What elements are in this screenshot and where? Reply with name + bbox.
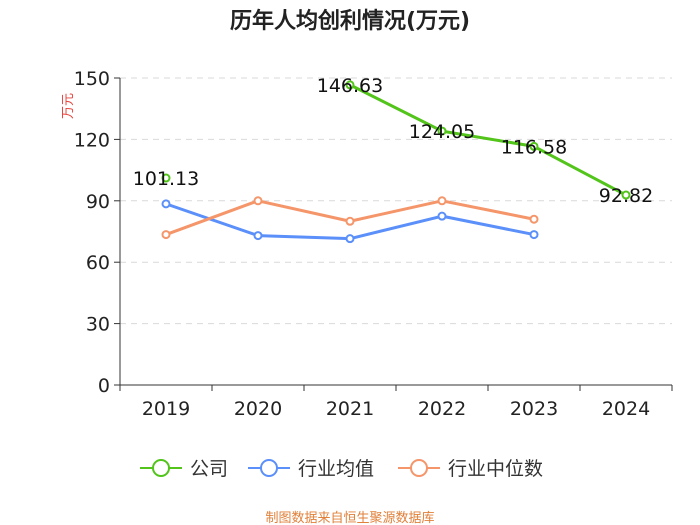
y-tick-label-30: 30 <box>86 314 110 336</box>
data-point[interactable] <box>437 126 447 136</box>
series-0 <box>161 80 631 200</box>
legend-item-2[interactable]: 行业中位数 <box>398 458 543 480</box>
y-tick-label-90: 90 <box>86 191 110 213</box>
legend-item-0[interactable]: 公司 <box>140 458 228 480</box>
legend-label: 行业中位数 <box>448 458 543 480</box>
data-labels: 101.13 146.63 124.05 116.58 92.82 <box>133 75 653 207</box>
legend-swatch-marker <box>260 459 278 477</box>
data-point[interactable] <box>437 196 447 206</box>
chart-title: 历年人均创利情况(万元) <box>230 8 470 34</box>
data-point[interactable] <box>161 199 171 209</box>
y-tick-label-120: 120 <box>74 129 110 151</box>
data-point[interactable] <box>529 214 539 224</box>
data-point[interactable] <box>161 173 171 183</box>
data-point[interactable] <box>345 216 355 226</box>
y-tick-label-60: 60 <box>86 252 110 274</box>
y-tick-label-150: 150 <box>74 68 110 90</box>
x-tick-label-2021: 2021 <box>326 398 374 420</box>
data-label: 146.63 <box>317 75 383 97</box>
legend-item-1[interactable]: 行业均值 <box>248 458 374 480</box>
source-note: 制图数据来自恒生聚源数据库 <box>265 510 434 525</box>
legend[interactable]: 公司 行业均值 行业中位数 <box>140 458 543 480</box>
y-tick-label-0: 0 <box>98 375 110 397</box>
data-point[interactable] <box>529 230 539 240</box>
data-point[interactable] <box>345 234 355 244</box>
data-point[interactable] <box>253 196 263 206</box>
series-2 <box>161 196 539 240</box>
x-tick-label-2022: 2022 <box>418 398 466 420</box>
data-point[interactable] <box>253 231 263 241</box>
y-axis-label: 万元 <box>61 93 76 119</box>
data-point[interactable] <box>621 190 631 200</box>
series-line <box>349 83 627 197</box>
gridlines <box>120 77 672 325</box>
legend-label: 行业均值 <box>298 458 374 480</box>
data-point[interactable] <box>345 80 355 90</box>
data-point[interactable] <box>529 141 539 151</box>
data-label: 124.05 <box>409 121 475 143</box>
data-label: 92.82 <box>599 185 653 207</box>
series-1 <box>161 199 539 244</box>
series-group <box>161 80 631 244</box>
legend-swatch-marker <box>152 459 170 477</box>
axes: 0 30 60 90 120 150 2019 2020 2021 2022 2023 2024 <box>74 68 673 420</box>
x-tick-label-2020: 2020 <box>234 398 282 420</box>
data-point[interactable] <box>161 230 171 240</box>
data-label: 116.58 <box>501 136 567 158</box>
legend-label: 公司 <box>190 458 228 480</box>
legend-swatch-marker <box>410 459 428 477</box>
x-tick-label-2019: 2019 <box>142 398 190 420</box>
x-tick-label-2024: 2024 <box>602 398 650 420</box>
data-point[interactable] <box>437 211 447 221</box>
x-tick-label-2023: 2023 <box>510 398 558 420</box>
data-label: 101.13 <box>133 168 199 190</box>
